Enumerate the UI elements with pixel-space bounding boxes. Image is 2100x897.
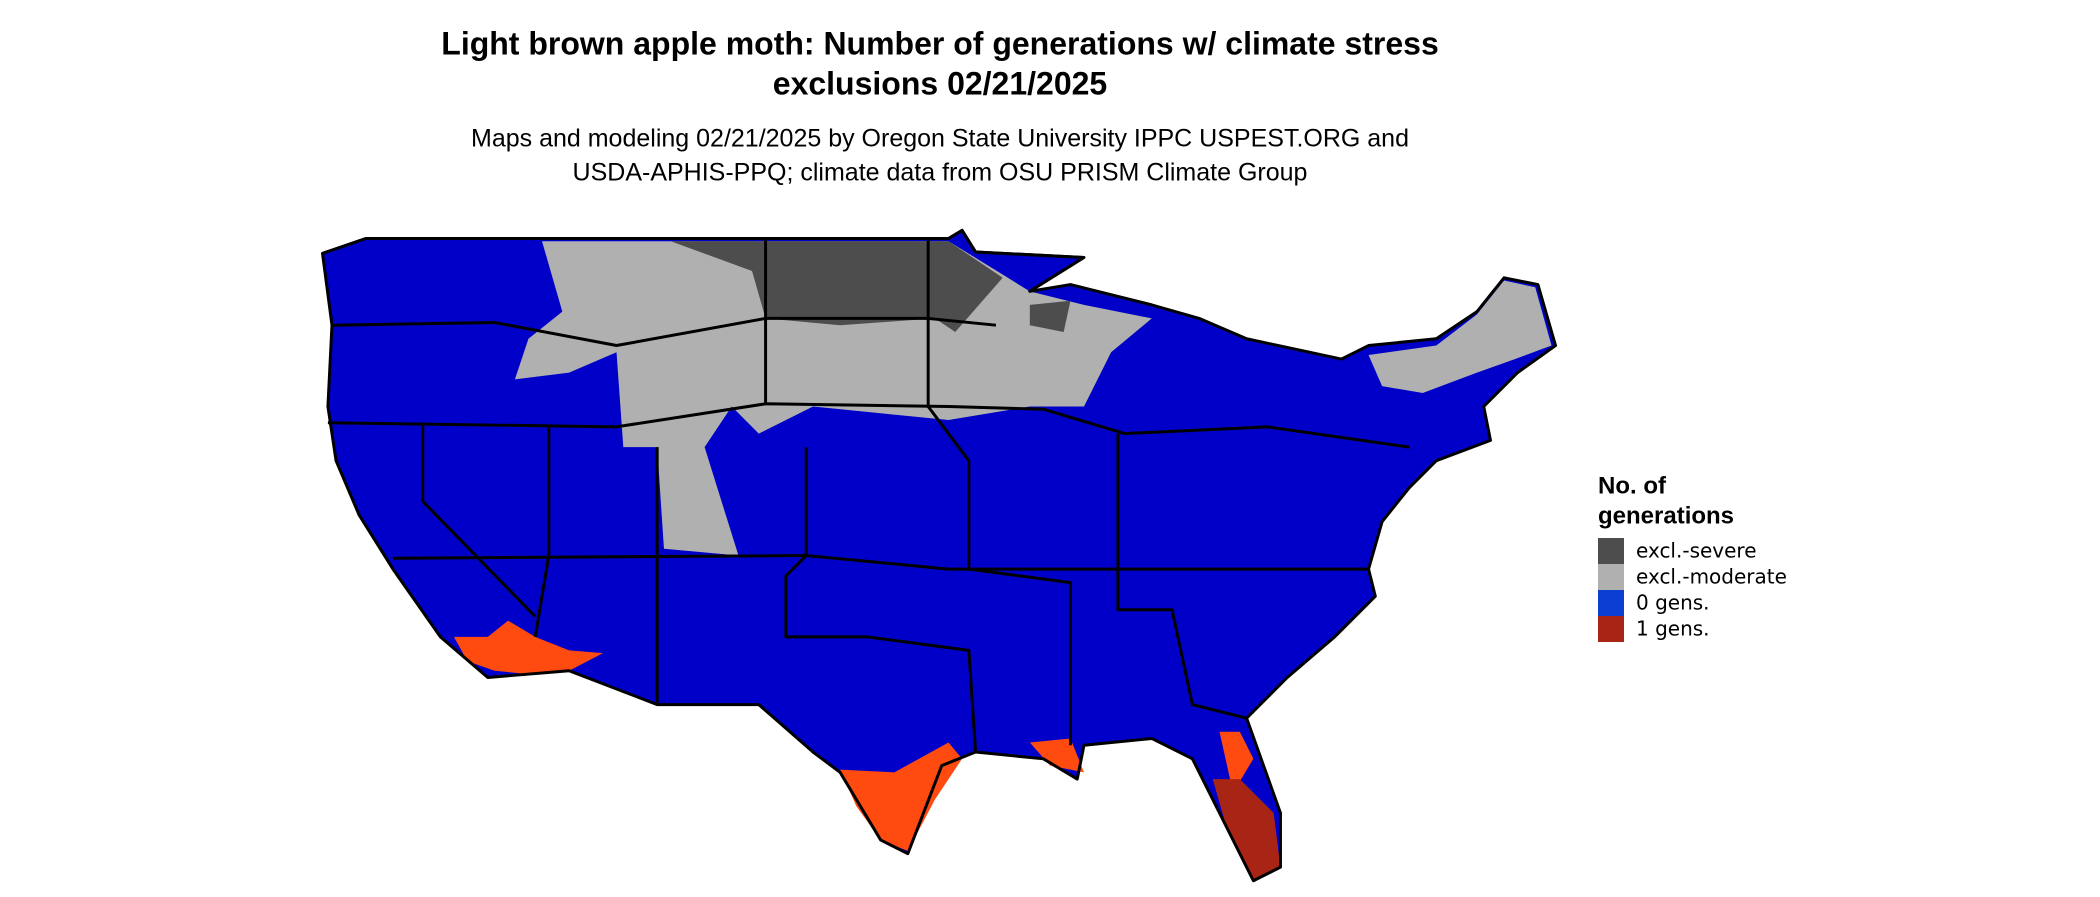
state-border [327, 402, 1410, 449]
title: exclusions 02/21/2025 [773, 65, 1107, 101]
legend-label: excl.-severe [1636, 539, 1757, 563]
legend-swatch [1598, 564, 1624, 590]
legend-swatch [1598, 590, 1624, 616]
state-border [1116, 433, 1247, 720]
us-map [320, 228, 1558, 883]
state-border [784, 447, 978, 753]
gen-region [1219, 731, 1254, 793]
legend-label: 1 gens. [1636, 617, 1710, 641]
gen-region [1029, 738, 1084, 773]
state-border [421, 422, 537, 618]
severe-region [1029, 300, 1071, 332]
moderate-region [1368, 280, 1552, 393]
state-border [926, 238, 1072, 746]
state-border [331, 316, 997, 348]
subtitle: Maps and modeling 02/21/2025 by Oregon S… [471, 125, 1409, 153]
legend-title: generations [1598, 502, 1734, 529]
subtitle: USDA-APHIS-PPQ; climate data from OSU PR… [573, 159, 1308, 187]
legend-label: excl.-moderate [1636, 565, 1787, 589]
legend-title: No. of [1598, 472, 1667, 499]
legend-label: 0 gens. [1636, 591, 1710, 615]
gen-region [1212, 779, 1281, 881]
legend-swatch [1598, 616, 1624, 642]
title: Light brown apple moth: Number of genera… [441, 25, 1438, 61]
state-border [533, 426, 551, 638]
us-outline [320, 228, 1558, 883]
moderate-region [514, 241, 1152, 556]
gen-region [453, 620, 603, 675]
legend-swatch [1598, 538, 1624, 564]
state-border [392, 554, 1369, 571]
severe-region [670, 241, 1003, 332]
